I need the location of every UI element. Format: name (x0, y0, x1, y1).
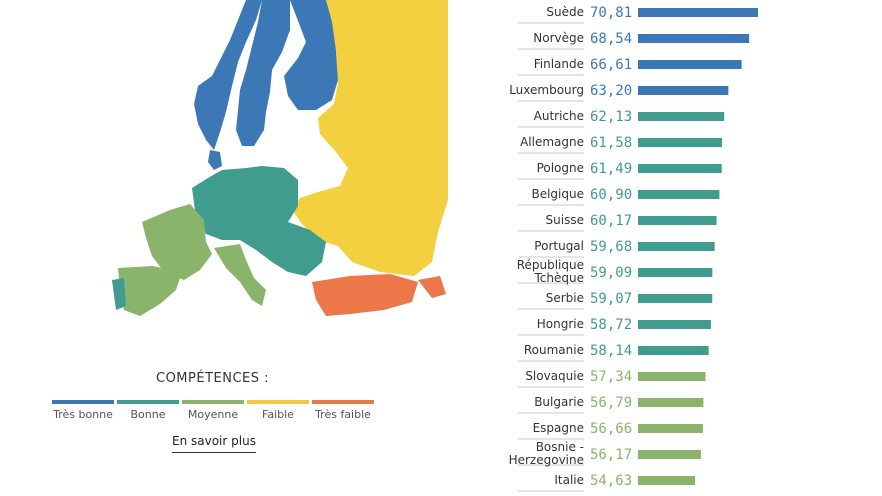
bar[interactable] (638, 424, 703, 433)
bar[interactable] (638, 398, 704, 407)
bar-value: 57,34 (590, 369, 632, 385)
bar-value: 58,72 (590, 317, 632, 333)
bar[interactable] (638, 450, 701, 459)
bar-value: 54,63 (590, 473, 632, 489)
bar-value: 61,58 (590, 135, 632, 151)
bar-label: Hongrie (537, 317, 584, 331)
bar-value: 59,68 (590, 239, 632, 255)
legend-item-moyenne: Moyenne (182, 400, 244, 421)
map-region-caucasus[interactable] (418, 276, 446, 298)
map-region-france[interactable] (142, 204, 212, 280)
bar[interactable] (638, 138, 723, 147)
bar-label: Suède (546, 5, 584, 19)
bar-label: Serbie (546, 291, 584, 305)
map-region-finland[interactable] (284, 0, 338, 110)
legend-swatch (247, 400, 309, 404)
bar[interactable] (638, 476, 695, 485)
bar-label: Finlande (534, 57, 584, 71)
map-region-novaya[interactable] (404, 2, 422, 40)
legend-swatch (182, 400, 244, 404)
legend-swatch (52, 400, 114, 404)
bar-label: Bosnie -Herzegovine (509, 440, 584, 467)
map-region-spain[interactable] (118, 266, 182, 316)
bar-value: 61,49 (590, 161, 632, 177)
bar[interactable] (638, 34, 750, 43)
europe-map (112, 0, 448, 316)
legend-label: Très bonne (53, 408, 113, 421)
legend-item-tres-bonne: Très bonne (52, 400, 114, 421)
map-region-italy[interactable] (214, 244, 266, 306)
map-region-central[interactable] (192, 166, 326, 276)
bar[interactable] (638, 8, 758, 17)
bar-label: Suisse (546, 213, 584, 227)
bar[interactable] (638, 86, 729, 95)
ranking-chart: Suède 70,81 Norvège 68,54 Finlande 66,61 Luxem… (509, 5, 758, 492)
bar-value: 62,13 (590, 109, 632, 125)
bar[interactable] (638, 112, 725, 121)
bar-label: Belgique (531, 187, 584, 201)
bar-value: 66,61 (590, 57, 632, 73)
bar-value: 60,90 (590, 187, 632, 203)
bar-value: 59,07 (590, 291, 632, 307)
legend-label: Très faible (315, 408, 371, 421)
bar-value: 56,66 (590, 421, 632, 437)
bar-label: Portugal (534, 239, 584, 253)
bar-label: Slovaquie (525, 369, 584, 383)
bar[interactable] (638, 216, 717, 225)
bar-label: Luxembourg (509, 83, 584, 97)
map-region-sweden[interactable] (236, 0, 290, 146)
legend: Très bonne Bonne Moyenne Faible Très fai… (52, 400, 374, 421)
bar[interactable] (638, 268, 713, 277)
bar[interactable] (638, 242, 715, 251)
bar-label: Autriche (534, 109, 584, 123)
legend-item-faible: Faible (247, 400, 309, 421)
bar[interactable] (638, 60, 742, 69)
map-region-denmark[interactable] (208, 150, 222, 170)
bar-value: 63,20 (590, 83, 632, 99)
bar-label: Allemagne (520, 135, 584, 149)
legend-label: Faible (262, 408, 294, 421)
bar-label: Espagne (533, 421, 584, 435)
bar[interactable] (638, 372, 706, 381)
legend-item-tres-faible: Très faible (312, 400, 374, 421)
bar-value: 56,79 (590, 395, 632, 411)
bar-value: 56,17 (590, 447, 632, 463)
bar-label: Bulgarie (534, 395, 584, 409)
bar-label: Italie (554, 473, 584, 487)
bar-label: Pologne (537, 161, 584, 175)
bar-label: Norvège (533, 31, 584, 45)
bar[interactable] (638, 320, 711, 329)
bar[interactable] (638, 164, 722, 173)
bar-label: République Tchèque (517, 258, 584, 285)
legend-swatch (117, 400, 179, 404)
legend-item-bonne: Bonne (117, 400, 179, 421)
bar[interactable] (638, 294, 713, 303)
legend-swatch (312, 400, 374, 404)
map-region-turkey[interactable] (312, 274, 418, 316)
map-region-east[interactable] (292, 0, 448, 276)
bar-label: Roumanie (524, 343, 584, 357)
bar-value: 60,17 (590, 213, 632, 229)
more-info-link[interactable]: En savoir plus (172, 434, 256, 453)
bar[interactable] (638, 346, 709, 355)
bar-value: 70,81 (590, 5, 632, 21)
bar-value: 59,09 (590, 265, 632, 281)
legend-label: Moyenne (187, 408, 239, 421)
bar[interactable] (638, 190, 720, 199)
legend-label: Bonne (130, 408, 166, 421)
map-region-norway[interactable] (194, 0, 262, 150)
bar-value: 68,54 (590, 31, 632, 47)
map-region-portugal[interactable] (112, 278, 126, 310)
legend-title: COMPÉTENCES : (156, 371, 270, 386)
bar-value: 58,14 (590, 343, 632, 359)
